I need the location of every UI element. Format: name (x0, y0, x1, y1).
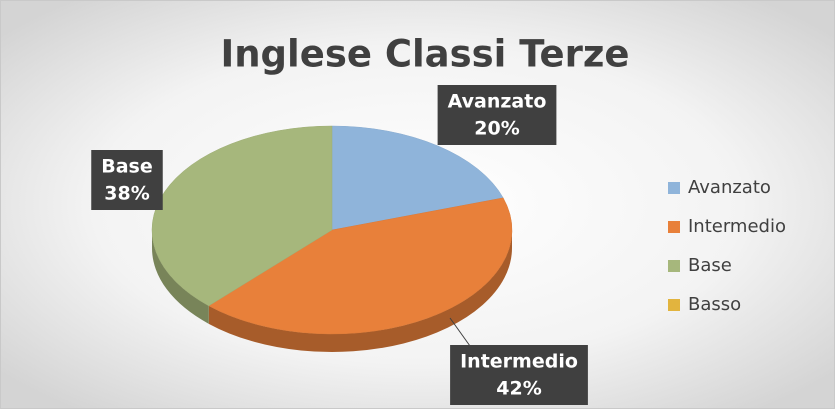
pie-slice (208, 197, 513, 335)
legend-swatch (668, 260, 680, 272)
leader-line (449, 317, 471, 347)
data-label-box (91, 150, 163, 210)
data-label-box (450, 345, 588, 405)
slice-side (208, 230, 512, 353)
data-label-name: Avanzato (448, 91, 547, 113)
data-label-name: Intermedio (460, 351, 578, 373)
data-label: Intermedio 42% (450, 345, 588, 405)
data-label-value: 38% (104, 183, 149, 205)
legend-label: Basso (688, 294, 741, 315)
legend-label: Base (688, 255, 732, 276)
pie-slice (331, 125, 504, 231)
legend-label: Avanzato (688, 177, 771, 198)
data-label: Avanzato 20% (437, 85, 557, 145)
data-label: Base 38% (91, 150, 163, 210)
data-label-name: Base (101, 156, 153, 178)
legend-swatch (668, 299, 680, 311)
pie-slice (151, 125, 333, 307)
slice-side (152, 230, 209, 324)
chart-title: Inglese Classi Terze (220, 33, 629, 76)
data-label-value: 20% (474, 118, 519, 140)
legend-swatch (668, 221, 680, 233)
legend-swatch (668, 182, 680, 194)
legend-label: Intermedio (688, 216, 786, 237)
data-label-box (437, 85, 557, 145)
data-label-value: 42% (496, 378, 541, 400)
